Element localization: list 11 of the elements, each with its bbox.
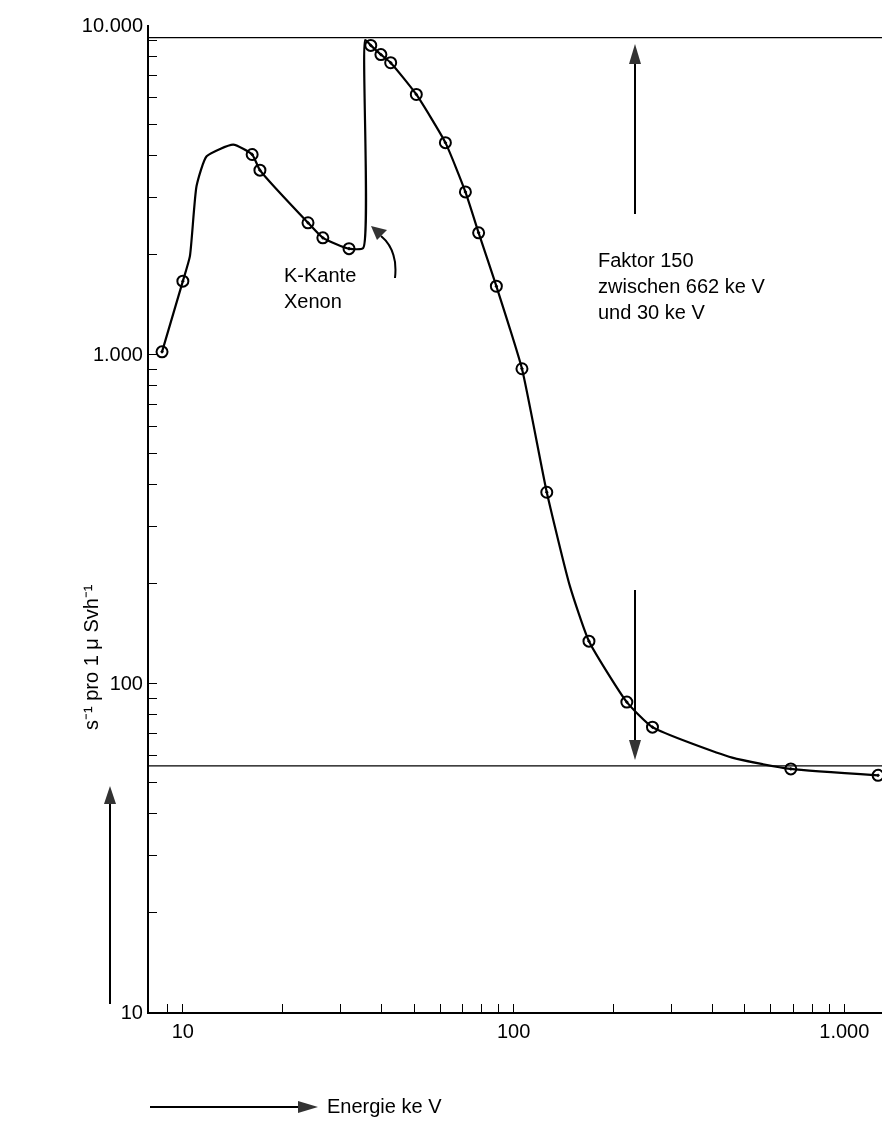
y-tick-label: 100	[109, 672, 143, 694]
y-tick-label: 10	[120, 1001, 143, 1023]
y-axis-title: s⁻¹ pro 1 μ Svh⁻¹	[79, 584, 102, 731]
x-tick-label: 100	[496, 1020, 531, 1042]
annotation: K-Kante Xenon	[284, 264, 357, 312]
x-tick-label: 10	[171, 1020, 194, 1042]
x-tick-label: 1.000	[819, 1020, 870, 1042]
y-tick-label: 10.000	[81, 14, 143, 36]
y-tick-label: 1.000	[92, 343, 143, 365]
x-axis-title: Energie ke V	[327, 1095, 443, 1117]
annotation: Faktor 150 zwischen 662 ke V und 30 ke V	[598, 249, 766, 323]
